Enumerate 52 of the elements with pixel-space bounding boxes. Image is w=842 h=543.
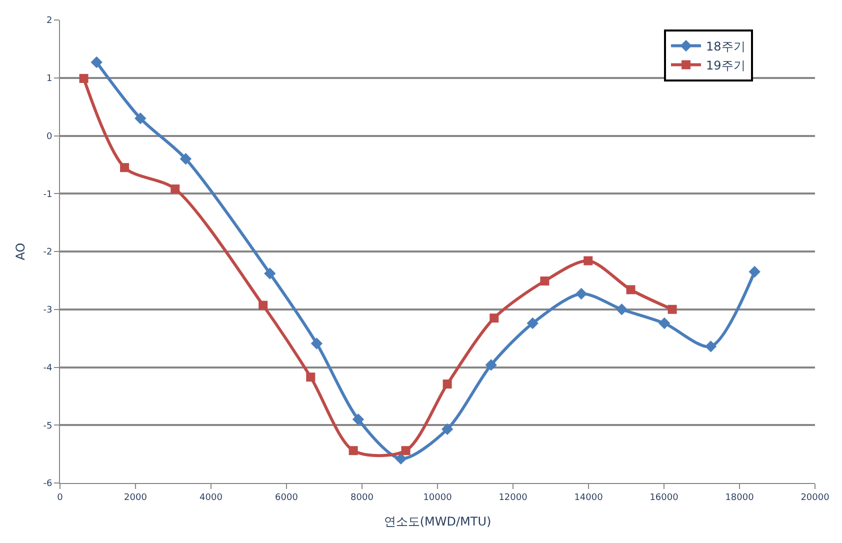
y-tick-label: -2 <box>43 248 52 258</box>
point <box>352 413 364 426</box>
x-tick-label: 20000 <box>800 492 830 503</box>
point <box>626 285 636 294</box>
x-axis-title: 연소도(MWD/MTU) <box>384 514 492 529</box>
x-tick-label: 6000 <box>275 492 298 503</box>
y-tick-label: -4 <box>43 363 52 374</box>
point <box>170 184 180 194</box>
point <box>264 268 276 280</box>
point <box>258 300 268 310</box>
point <box>526 317 538 330</box>
point <box>306 372 316 382</box>
x-tick-label: 12000 <box>498 492 528 503</box>
legend-label: 18주기 <box>706 39 746 54</box>
point <box>401 446 410 456</box>
x-tick-label: 4000 <box>200 492 223 503</box>
point <box>180 153 192 165</box>
x-tick-label: 18000 <box>725 492 754 503</box>
point <box>668 304 677 314</box>
point <box>748 266 760 278</box>
x-tick-label: 16000 <box>650 492 679 503</box>
point <box>79 74 88 83</box>
y-tick-label: 1 <box>46 74 52 84</box>
point <box>90 56 102 68</box>
point <box>704 340 717 352</box>
legend-label: 19주기 <box>706 58 746 72</box>
point <box>658 317 670 330</box>
point <box>310 338 323 350</box>
point <box>348 446 358 456</box>
y-tick-label: -1 <box>43 190 52 200</box>
y-tick-label: -3 <box>43 306 52 316</box>
point <box>616 304 628 316</box>
y-axis-title: AO <box>14 242 28 260</box>
y-tick-label: 0 <box>46 132 52 142</box>
x-tick-label: 10000 <box>423 492 452 503</box>
y-tick-label: -5 <box>43 421 52 432</box>
y-tick-label: 2 <box>46 16 52 26</box>
x-tick-label: 8000 <box>350 492 374 503</box>
x-tick-label: 0 <box>57 492 64 503</box>
x-tick-label: 2000 <box>124 492 148 503</box>
x-tick-label: 14000 <box>574 492 604 503</box>
point <box>584 256 593 266</box>
point <box>540 276 550 286</box>
point <box>395 452 407 465</box>
point <box>490 314 499 323</box>
point <box>485 359 497 371</box>
point <box>120 163 130 172</box>
y-tick-label: -6 <box>43 479 52 490</box>
point <box>575 288 588 300</box>
point <box>441 423 454 436</box>
point <box>134 112 146 124</box>
point <box>442 380 452 389</box>
